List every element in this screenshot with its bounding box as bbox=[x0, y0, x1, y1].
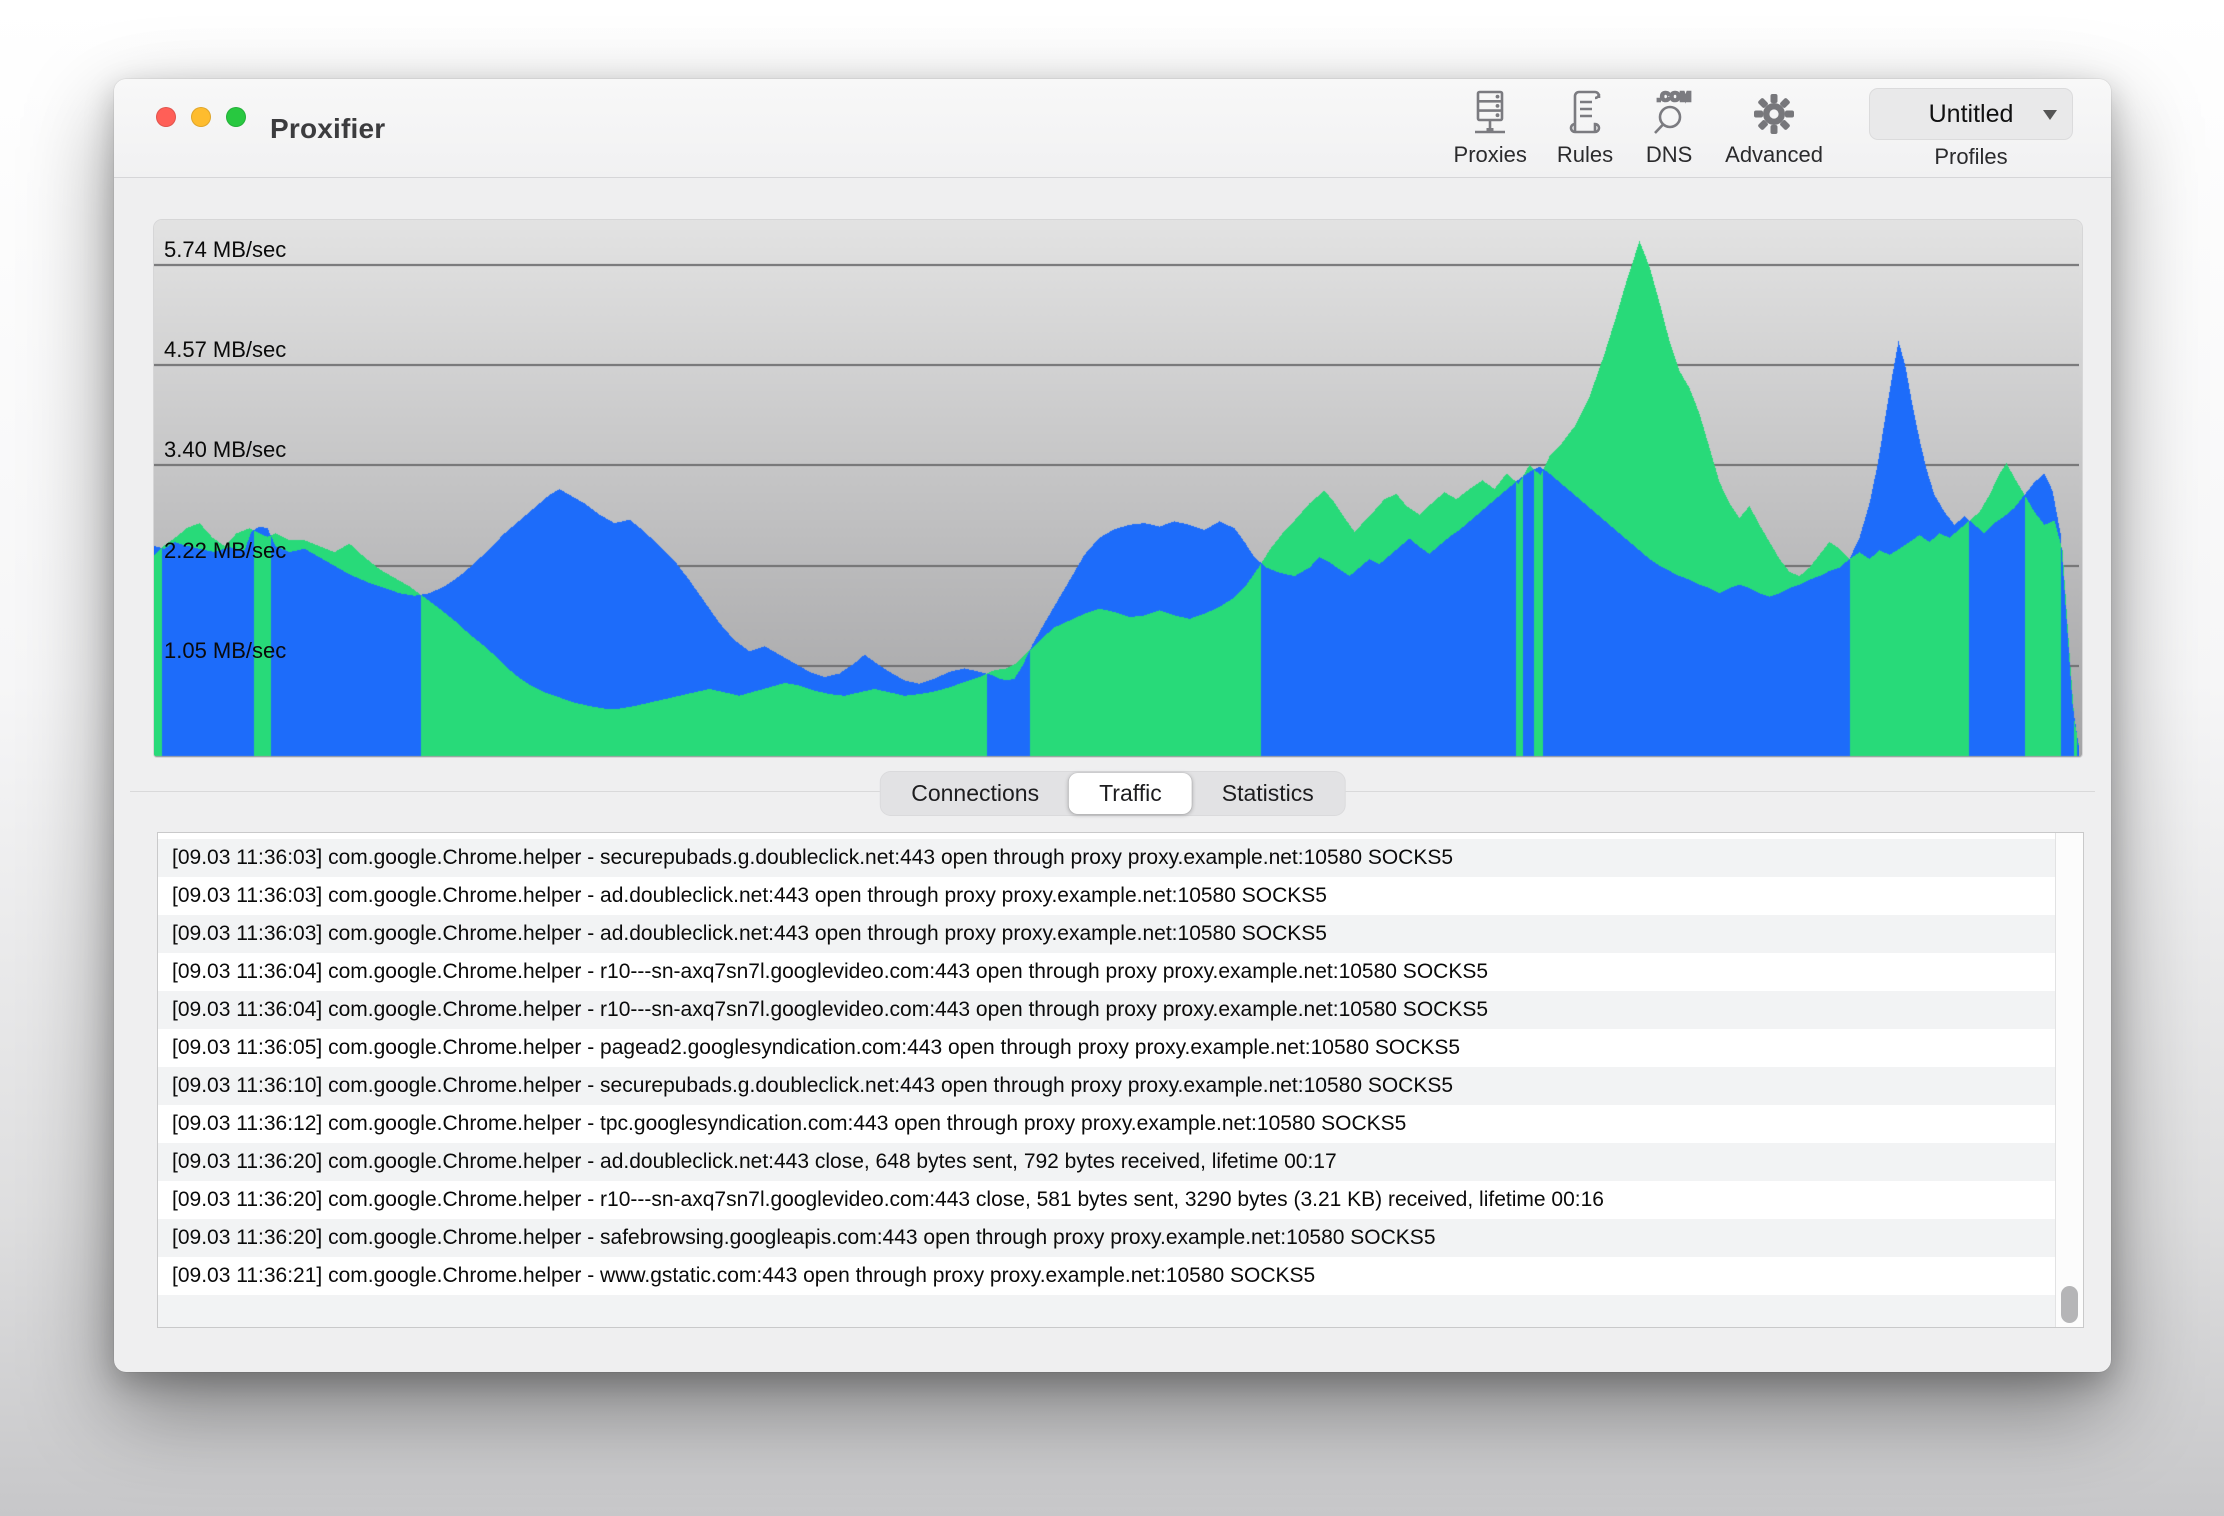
log-entry[interactable]: [09.03 11:36:05] com.google.Chrome.helpe… bbox=[172, 1036, 1461, 1059]
toolbar-label-rules: Rules bbox=[1556, 142, 1614, 167]
dns-search-icon: .COM bbox=[1643, 88, 1695, 140]
toolbar-label-advanced: Advanced bbox=[1725, 142, 1823, 167]
traffic-graph-panel: 5.74 MB/sec 4.57 MB/sec 3.40 MB/sec 2.22 MB… bbox=[154, 220, 2082, 757]
log-entry[interactable]: [09.03 11:36:21] com.google.Chrome.helpe… bbox=[172, 1264, 1316, 1287]
log-entry[interactable]: [09.03 11:36:20] com.google.Chrome.helpe… bbox=[172, 1188, 1604, 1211]
log-empty-stripe bbox=[158, 1295, 2055, 1327]
rules-scroll-icon bbox=[1565, 88, 1605, 140]
log-rows: [09.03 11:36:03] com.google.Chrome.helpe… bbox=[158, 833, 2055, 1327]
log-entry[interactable]: [09.03 11:36:20] com.google.Chrome.helpe… bbox=[158, 1143, 2055, 1181]
toolbar: Proxies Rules bbox=[1424, 88, 2073, 170]
tab-statistics[interactable]: Statistics bbox=[1221, 780, 1314, 806]
scrollbar-thumb[interactable] bbox=[2061, 1286, 2078, 1323]
tab-traffic[interactable]: Traffic bbox=[1069, 773, 1192, 814]
toolbar-button-proxies[interactable]: Proxies bbox=[1454, 88, 1527, 168]
log-entry[interactable]: [09.03 11:36:03] com.google.Chrome.helpe… bbox=[158, 915, 2055, 953]
toolbar-button-dns[interactable]: .COM DNS bbox=[1643, 88, 1695, 168]
profiles-dropdown-value: Untitled bbox=[1928, 99, 2014, 128]
log-entry[interactable]: [09.03 11:36:04] com.google.Chrome.helpe… bbox=[172, 960, 1489, 983]
toolbar-button-advanced[interactable]: Advanced bbox=[1725, 88, 1823, 168]
traffic-lights bbox=[156, 107, 246, 127]
connection-log: [09.03 11:36:03] com.google.Chrome.helpe… bbox=[157, 832, 2084, 1328]
toolbar-label-proxies: Proxies bbox=[1453, 142, 1527, 167]
advanced-gear-icon bbox=[1749, 88, 1799, 140]
titlebar: Proxifier Proxies bbox=[114, 79, 2111, 178]
tab-connections[interactable]: Connections bbox=[911, 780, 1040, 806]
profiles-caption: Profiles bbox=[1934, 144, 2008, 169]
log-entry[interactable]: [09.03 11:36:03] com.google.Chrome.helpe… bbox=[172, 884, 1327, 907]
y-axis-label: 2.22 MB/sec bbox=[164, 538, 287, 563]
profiles-block: Untitled Profiles bbox=[1869, 88, 2073, 170]
y-axis-label: 5.74 MB/sec bbox=[164, 237, 287, 262]
zoom-button[interactable] bbox=[226, 107, 246, 127]
y-axis-label: 3.40 MB/sec bbox=[164, 437, 287, 462]
log-entry[interactable]: [09.03 11:36:20] com.google.Chrome.helpe… bbox=[158, 1219, 2055, 1257]
log-entry[interactable]: [09.03 11:36:10] com.google.Chrome.helpe… bbox=[158, 1067, 2055, 1105]
scrollbar-track[interactable] bbox=[2055, 833, 2083, 1327]
app-title: Proxifier bbox=[270, 112, 386, 144]
toolbar-button-rules[interactable]: Rules bbox=[1557, 88, 1613, 168]
minimize-button[interactable] bbox=[191, 107, 211, 127]
chevron-down-icon bbox=[2043, 110, 2057, 120]
dns-com-text: .COM bbox=[1657, 89, 1691, 104]
log-entry[interactable]: [09.03 11:36:03] com.google.Chrome.helpe… bbox=[158, 839, 2055, 877]
profiles-dropdown[interactable]: Untitled bbox=[1869, 88, 2073, 140]
log-entry[interactable]: [09.03 11:36:04] com.google.Chrome.helpe… bbox=[158, 991, 2055, 1029]
app-window: Proxifier Proxies bbox=[114, 79, 2111, 1372]
y-axis-label: 4.57 MB/sec bbox=[164, 337, 287, 362]
y-axis-label: 1.05 MB/sec bbox=[164, 638, 287, 663]
close-button[interactable] bbox=[156, 107, 176, 127]
proxies-server-icon bbox=[1467, 88, 1513, 140]
traffic-area-chart bbox=[154, 220, 2079, 757]
toolbar-label-dns: DNS bbox=[1645, 142, 1693, 167]
view-tabs: Connections Traffic Statistics bbox=[879, 771, 1346, 816]
log-entry[interactable]: [09.03 11:36:12] com.google.Chrome.helpe… bbox=[172, 1112, 1407, 1135]
